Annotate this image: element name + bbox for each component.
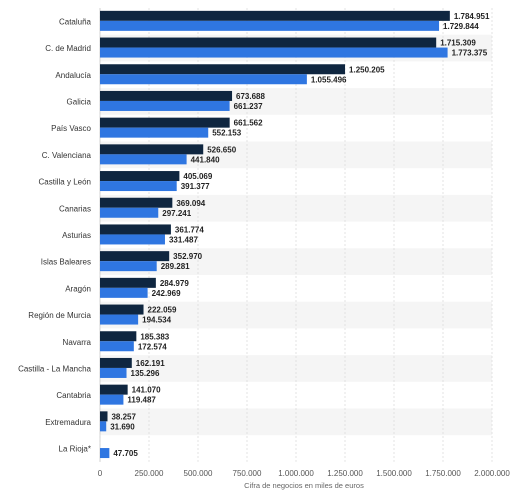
bar-value-label: 194.534 xyxy=(142,316,171,325)
bar xyxy=(100,421,107,432)
category-label: Galicia xyxy=(67,97,92,106)
bar-value-label: 185.383 xyxy=(140,332,169,341)
bar-value-label: 141.070 xyxy=(132,386,161,395)
bar-value-label: 222.059 xyxy=(148,306,177,315)
x-tick-label: 1.750.000 xyxy=(425,469,461,478)
x-tick-label: 1.500.000 xyxy=(376,469,412,478)
bar xyxy=(100,314,139,325)
bar xyxy=(100,448,110,459)
x-tick-label: 500.000 xyxy=(184,469,213,478)
bar xyxy=(100,144,204,155)
category-label: Islas Baleares xyxy=(41,258,91,267)
bar-value-label: 31.690 xyxy=(110,422,135,431)
bar xyxy=(100,234,165,245)
bar-value-label: 1.715.309 xyxy=(440,39,476,48)
bar xyxy=(100,181,177,192)
category-label: Aragón xyxy=(65,284,91,293)
bar-value-label: 361.774 xyxy=(175,225,204,234)
bar xyxy=(100,100,230,111)
bar-value-label: 1.729.844 xyxy=(443,22,479,31)
category-label: Canarias xyxy=(59,204,91,213)
bar-value-label: 284.979 xyxy=(160,279,189,288)
bar xyxy=(100,117,230,128)
bar xyxy=(100,74,307,85)
x-axis-title: Cifra de negocios en miles de euros xyxy=(244,481,364,490)
bar-value-label: 135.296 xyxy=(131,369,160,378)
bar-value-label: 289.281 xyxy=(161,262,190,271)
category-label: La Rioja* xyxy=(59,445,91,454)
bar xyxy=(100,384,128,395)
bar xyxy=(100,47,448,58)
bar xyxy=(100,154,187,165)
bar-value-label: 526.650 xyxy=(207,145,236,154)
x-tick-label: 750.000 xyxy=(233,469,262,478)
bar-value-label: 47.705 xyxy=(113,449,138,458)
bar-value-label: 661.237 xyxy=(234,102,263,111)
category-label: Extremadura xyxy=(45,418,91,427)
bar-value-label: 38.257 xyxy=(111,412,136,421)
bar xyxy=(100,197,173,208)
bar xyxy=(100,331,137,342)
bar xyxy=(100,367,127,378)
bar xyxy=(100,64,346,75)
bar-value-label: 162.191 xyxy=(136,359,165,368)
bar-value-label: 369.094 xyxy=(176,199,205,208)
bar xyxy=(100,171,180,182)
bar-value-label: 552.153 xyxy=(212,129,241,138)
category-label: Región de Murcia xyxy=(28,311,91,320)
bar-value-label: 331.487 xyxy=(169,235,198,244)
bar-value-label: 441.840 xyxy=(191,155,220,164)
x-tick-label: 250.000 xyxy=(135,469,164,478)
category-label: C. de Madrid xyxy=(45,44,91,53)
bar-value-label: 1.250.205 xyxy=(349,65,385,74)
bar-value-label: 1.055.496 xyxy=(311,75,347,84)
category-label: Asturias xyxy=(62,231,91,240)
bar-value-label: 297.241 xyxy=(162,209,191,218)
bar-value-label: 1.784.951 xyxy=(454,12,490,21)
bar xyxy=(100,277,156,288)
category-label: C. Valenciana xyxy=(42,151,92,160)
category-label: Cantabria xyxy=(56,391,91,400)
bar xyxy=(100,37,437,48)
bar xyxy=(100,261,157,272)
bar-value-label: 119.487 xyxy=(127,396,156,405)
x-tick-label: 1.000.000 xyxy=(278,469,314,478)
x-axis-ticks: 0 250.000 500.000 750.000 1.000.000 1.250.000… xyxy=(98,469,511,478)
bar xyxy=(100,394,124,405)
bar-value-label: 673.688 xyxy=(236,92,265,101)
bar xyxy=(100,287,148,298)
bar xyxy=(100,304,144,315)
bar xyxy=(100,10,450,21)
category-label: Castilla y León xyxy=(39,178,91,187)
bar xyxy=(100,20,440,31)
x-tick-label: 1.250.000 xyxy=(327,469,363,478)
bar-value-label: 352.970 xyxy=(173,252,202,261)
bar xyxy=(100,127,209,138)
category-labels: Cataluña C. de Madrid Andalucía Galicia País… xyxy=(18,17,91,453)
bar-value-label: 391.377 xyxy=(181,182,210,191)
category-label: País Vasco xyxy=(51,124,91,133)
category-label: Navarra xyxy=(63,338,92,347)
bar xyxy=(100,224,171,235)
bar xyxy=(100,411,108,422)
bar xyxy=(100,357,132,368)
category-label: Andalucía xyxy=(55,71,91,80)
x-tick-label: 0 xyxy=(98,469,103,478)
bar-value-label: 661.562 xyxy=(234,119,263,128)
bar xyxy=(100,207,159,218)
row-band xyxy=(100,301,492,329)
bar xyxy=(100,90,233,101)
bar-value-label: 1.773.375 xyxy=(452,49,488,58)
x-tick-label: 2.000.000 xyxy=(474,469,510,478)
bar-value-label: 242.969 xyxy=(152,289,181,298)
bar xyxy=(100,341,134,352)
bar-value-label: 172.574 xyxy=(138,342,167,351)
bar xyxy=(100,251,170,262)
category-label: Castilla - La Mancha xyxy=(18,364,91,373)
category-label: Cataluña xyxy=(59,17,92,26)
bar-value-label: 405.069 xyxy=(183,172,212,181)
